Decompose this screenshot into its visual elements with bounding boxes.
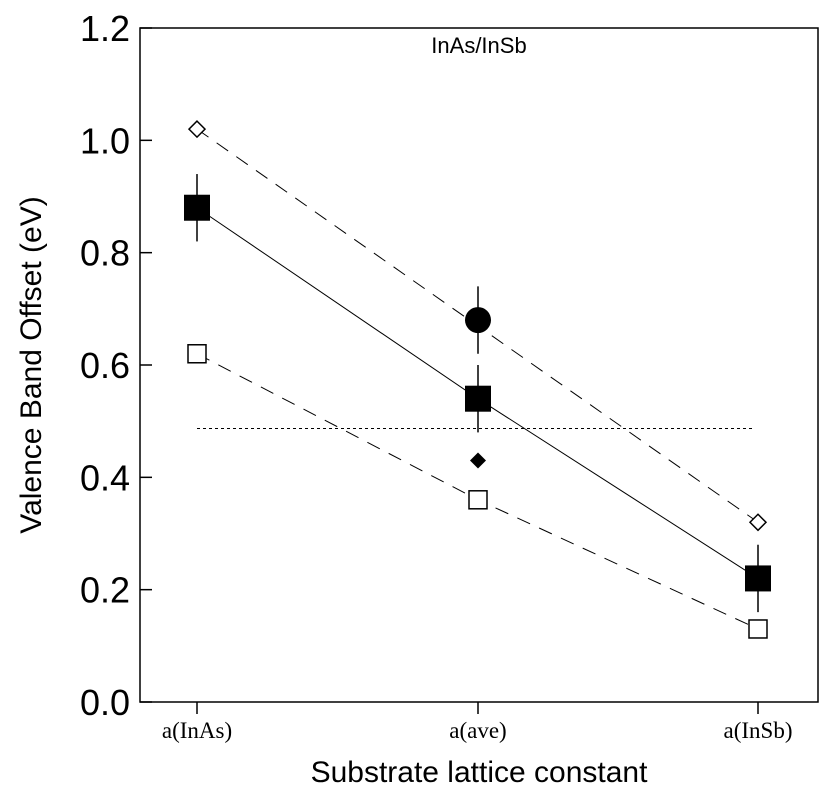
x-tick-label: a(ave) [449,718,506,743]
data-point-filled-square [745,565,771,592]
data-point-open-diamond [748,513,768,532]
y-tick-label: 0.0 [80,682,130,723]
y-tick-label: 0.4 [80,457,130,498]
x-tick-label: a(InAs) [162,718,232,743]
y-tick-label: 1.2 [80,8,130,49]
x-tick-label: a(InSb) [724,718,793,743]
y-tick-label: 0.6 [80,345,130,386]
data-point-filled-square [465,385,491,412]
data-point-open-square [187,344,207,364]
y-axis-label: Valence Band Offset (eV) [15,196,48,533]
data-point-filled-circle [465,307,491,334]
data-markers [184,120,771,639]
data-point-open-square [748,619,768,639]
data-point-open-diamond [187,120,207,139]
y-tick-label: 0.2 [80,570,130,611]
y-axis: 0.0 0.2 0.4 0.6 0.8 1.0 1.2 [80,8,152,723]
x-axis: a(InAs) a(ave) a(InSb) [162,702,793,743]
plot-frame [139,27,819,703]
data-point-open-square [468,490,488,510]
y-tick-label: 1.0 [80,120,130,161]
chart-title: InAs/InSb [431,33,526,58]
y-tick-label: 0.8 [80,233,130,274]
data-point-filled-square [184,194,210,221]
x-axis-label: Substrate lattice constant [311,756,649,788]
data-point-filled-diamond [470,452,486,469]
